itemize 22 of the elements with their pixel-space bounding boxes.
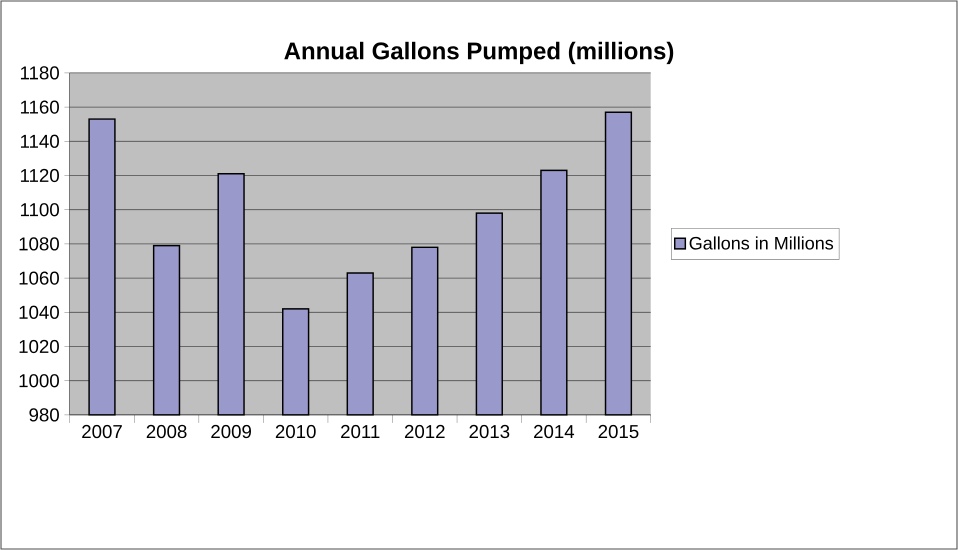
y-tick-label: 1100 bbox=[20, 203, 59, 216]
x-tick-label: 2009 bbox=[211, 424, 251, 438]
y-tick-label: 1060 bbox=[20, 271, 59, 285]
y-tick-label: 1000 bbox=[20, 374, 59, 388]
y-tick-label: 1020 bbox=[20, 340, 59, 354]
x-tick-label: 2015 bbox=[598, 424, 638, 438]
x-tick-label: 2011 bbox=[341, 424, 380, 438]
y-tick-label: 1180 bbox=[20, 66, 59, 80]
chart-title: Annual Gallons Pumped (millions) bbox=[284, 42, 674, 64]
x-tick-label: 2007 bbox=[82, 424, 122, 438]
x-tick-label: 2008 bbox=[146, 424, 187, 438]
x-tick-label: 2013 bbox=[470, 424, 510, 438]
y-tick-label: 1160 bbox=[20, 100, 59, 114]
x-tick-label: 2012 bbox=[404, 424, 445, 438]
legend-label: Gallons in Millions bbox=[690, 236, 834, 250]
x-tick-label: 2010 bbox=[276, 424, 316, 438]
y-tick-label: 1080 bbox=[20, 237, 59, 251]
y-tick-label: 1120 bbox=[20, 168, 59, 182]
y-tick-label: 1040 bbox=[20, 306, 59, 319]
y-tick-label: 1140 bbox=[20, 134, 59, 148]
x-tick-label: 2014 bbox=[534, 424, 574, 438]
y-tick-label: 980 bbox=[29, 408, 59, 422]
